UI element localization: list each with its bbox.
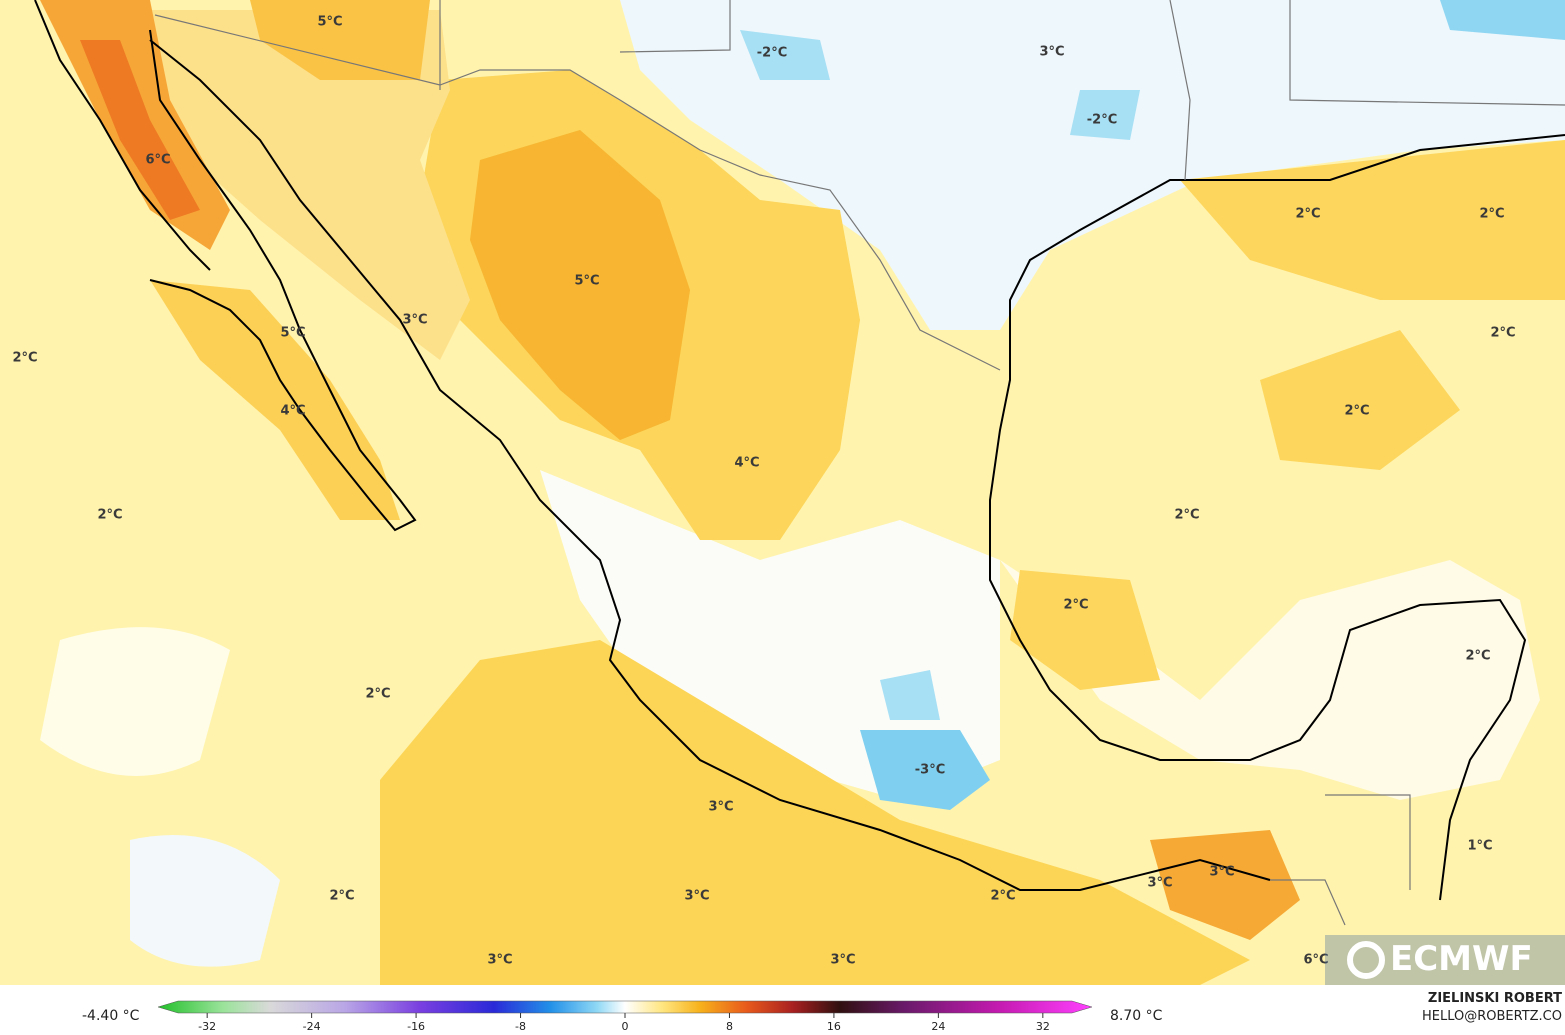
contour-label: 3°C — [1209, 865, 1234, 880]
contour-label: 3°C — [1147, 876, 1172, 891]
contour-label: 4°C — [734, 456, 759, 471]
colorbar-min-label: -4.40 °C — [82, 1008, 140, 1024]
neutral-region — [540, 470, 1000, 800]
logo-icon — [1347, 941, 1385, 979]
contour-label: 3°C — [487, 953, 512, 968]
contour-label: 2°C — [1479, 207, 1504, 222]
colorbar-ramp — [157, 1000, 1093, 1014]
contour-label: 2°C — [1465, 649, 1490, 664]
contour-label: 3°C — [830, 953, 855, 968]
contour-label: -3°C — [915, 763, 945, 778]
credit-author: ZIELINSKI ROBERT — [1428, 991, 1562, 1006]
colorbar-max-label: 8.70 °C — [1110, 1008, 1163, 1024]
map-area — [0, 0, 1565, 985]
contour-label: 6°C — [145, 153, 170, 168]
contour-label: 4°C — [280, 404, 305, 419]
contour-label: 2°C — [365, 687, 390, 702]
warm-region — [150, 10, 470, 360]
contour-label: 5°C — [317, 15, 342, 30]
contour-label: 2°C — [1490, 326, 1515, 341]
cold-spot — [1440, 0, 1565, 40]
contour-label: 3°C — [708, 800, 733, 815]
colorbar-tick-label: 0 — [622, 1020, 629, 1033]
contour-label: 5°C — [574, 274, 599, 289]
colorbar-tick-label: 24 — [931, 1020, 945, 1033]
warm-region — [470, 130, 690, 440]
warm-region — [250, 0, 430, 80]
logo-text: ECMWF — [1390, 939, 1533, 979]
contour-label: 2°C — [990, 889, 1015, 904]
contour-label: 2°C — [329, 889, 354, 904]
warm-region — [380, 640, 1250, 985]
contour-label: 2°C — [1174, 508, 1199, 523]
logo: ECMWF — [1325, 935, 1565, 985]
cold-spot — [1070, 90, 1140, 140]
contour-label: 2°C — [1063, 598, 1088, 613]
colorbar-tick-label: 16 — [827, 1020, 841, 1033]
colorbar-tick-label: 8 — [726, 1020, 733, 1033]
contour-label: 2°C — [12, 351, 37, 366]
contour-label: 5°C — [280, 326, 305, 341]
contour-label: 1°C — [1467, 839, 1492, 854]
colorbar-tick-label: -24 — [303, 1020, 321, 1033]
contour-label: 3°C — [684, 889, 709, 904]
cold-spot — [860, 730, 990, 810]
contour-label: 2°C — [97, 508, 122, 523]
contour-label: -2°C — [757, 46, 787, 61]
warm-region — [1150, 830, 1300, 940]
colorbar-tick-label: -32 — [198, 1020, 216, 1033]
contour-label: 2°C — [1344, 404, 1369, 419]
colorbar: -32 -24 -16 -8 0 8 16 24 32 — [157, 1000, 1093, 1033]
cold-spot — [880, 670, 940, 720]
contour-label: -2°C — [1087, 113, 1117, 128]
borders — [154, 0, 1565, 926]
warm-region — [1010, 570, 1160, 690]
colorbar-tick-label: -16 — [407, 1020, 425, 1033]
neutral-region — [40, 627, 230, 776]
colorbar-tick-label: -8 — [515, 1020, 526, 1033]
hot-region — [80, 40, 200, 220]
contour-label: 6°C — [1303, 953, 1328, 968]
credit-contact: HELLO@ROBERTZ.CO — [1422, 1009, 1562, 1024]
colorbar-tick-label: 32 — [1036, 1020, 1050, 1033]
neutral-region — [1000, 560, 1540, 800]
cool-region — [620, 0, 1565, 330]
contour-label: 3°C — [1039, 45, 1064, 60]
coastline — [34, 0, 1565, 901]
contour-label: 2°C — [1295, 207, 1320, 222]
contour-labels: 5°C -2°C 3°C -2°C 6°C 2°C 2°C 5°C 3°C 5°C 2°C 2°C 4°… — [12, 15, 1515, 968]
contour-label: 3°C — [402, 313, 427, 328]
neutral-region — [130, 835, 280, 967]
warm-region — [1260, 330, 1460, 470]
cold-spot — [740, 30, 830, 80]
